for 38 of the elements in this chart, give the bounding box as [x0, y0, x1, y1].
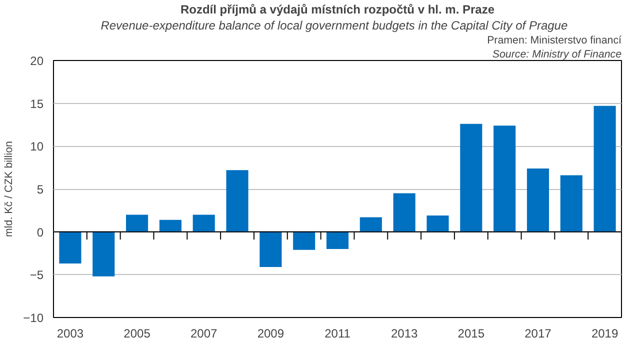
chart-subtitle: Revenue-expenditure balance of local government budgets in the Capital City of Prague — [100, 18, 568, 32]
bar — [426, 216, 449, 232]
bar — [494, 126, 516, 232]
x-tick-label: 2017 — [524, 326, 552, 340]
bar — [159, 220, 182, 232]
bar — [360, 217, 382, 232]
bar — [393, 193, 416, 232]
chart-title: Rozdíl příjmů a výdajů místních rozpočtů v hl. m. Praze — [180, 2, 495, 16]
bar — [59, 232, 82, 264]
x-tick-label: 2019 — [591, 326, 618, 340]
source-note: Source: Ministry of Finance — [492, 48, 622, 60]
bar — [560, 175, 582, 232]
bar — [226, 170, 248, 232]
bar — [293, 232, 316, 250]
y-tick-label: 10 — [30, 140, 44, 154]
y-tick-label: −10 — [23, 311, 44, 325]
x-tick-label: 2009 — [257, 326, 284, 340]
y-axis-title: mld. Kč / CZK billion — [3, 140, 16, 237]
x-tick-label: 2005 — [124, 326, 151, 340]
bar — [92, 232, 115, 276]
x-tick-label: 2007 — [190, 326, 218, 340]
text: Pramen: Ministerstvo financí — [487, 34, 622, 46]
x-tick-label: 2015 — [458, 326, 485, 340]
y-tick-label: 0 — [36, 225, 44, 240]
bar — [594, 106, 616, 232]
bar — [526, 168, 549, 232]
x-tick-label: 2011 — [324, 326, 351, 340]
y-tick-label: 20 — [30, 54, 44, 68]
x-tick-label: 2003 — [56, 326, 84, 340]
y-tick-label: 5 — [36, 182, 44, 196]
x-tick-label: 2013 — [390, 326, 418, 340]
bar — [192, 214, 215, 232]
y-tick-label: 15 — [30, 96, 44, 111]
bar — [126, 214, 148, 232]
bar — [260, 232, 282, 267]
bar — [326, 232, 349, 249]
bar — [460, 124, 482, 232]
y-tick-label: −5 — [30, 268, 44, 282]
